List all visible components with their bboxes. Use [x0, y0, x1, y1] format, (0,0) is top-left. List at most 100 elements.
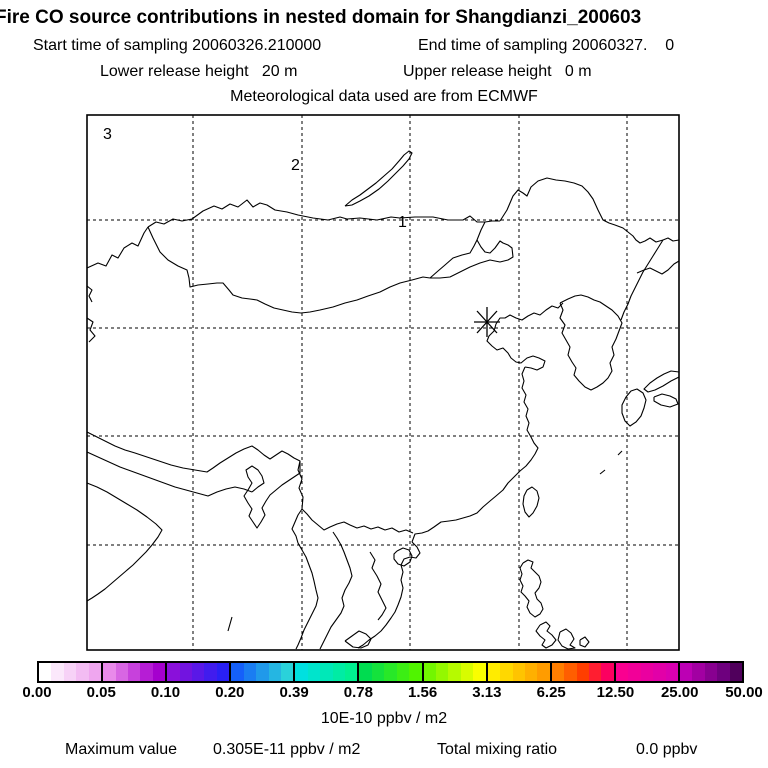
- colorbar-segment-1: [101, 663, 166, 681]
- colorbar-cell: [268, 663, 281, 681]
- coastline-primorye: [620, 239, 664, 321]
- maximum-value-label: Maximum value: [65, 741, 178, 758]
- colorbar-segment-10: [677, 663, 743, 681]
- border-himalaya-south: [86, 451, 253, 497]
- nested-domain-label-3: 3: [103, 126, 112, 143]
- coastline-korea: [559, 294, 623, 391]
- colorbar-cell: [500, 663, 513, 681]
- coastline-india-stroke: [227, 616, 233, 632]
- colorbar-tick-12.50: 12.50: [596, 684, 635, 701]
- colorbar-cell: [204, 663, 217, 681]
- colorbar-cell: [729, 663, 743, 681]
- lake-baikal: [344, 150, 413, 207]
- colorbar-cell: [692, 663, 705, 681]
- colorbar-tick-3.13: 3.13: [472, 684, 502, 701]
- coastline-myanmar: [291, 508, 319, 650]
- colorbar-cell: [435, 663, 449, 681]
- island-ryukyu-a: [599, 469, 606, 475]
- station-marker-asterisk: [474, 307, 500, 337]
- colorbar-cell: [576, 663, 590, 681]
- colorbar-cell: [345, 663, 358, 681]
- end-time-text: End time of sampling 20060327. 0: [418, 37, 675, 54]
- island-luzon: [519, 559, 544, 618]
- colorbar-cell: [653, 663, 666, 681]
- coastline-india: [86, 482, 163, 602]
- colorbar-segment-9: [613, 663, 678, 681]
- colorbar-tick-0.00: 0.00: [22, 684, 52, 701]
- colorbar-tick-1.56: 1.56: [408, 684, 438, 701]
- colorbar-cell: [127, 663, 141, 681]
- colorbar-cell: [63, 663, 77, 681]
- colorbar-cell: [679, 663, 693, 681]
- colorbar-cell: [589, 663, 602, 681]
- colorbar-segment-6: [421, 663, 486, 681]
- colorbar-cell: [551, 663, 565, 681]
- colorbar-cell: [280, 663, 294, 681]
- nested-domain-label-1: 1: [398, 214, 407, 231]
- colorbar-segment-7: [485, 663, 550, 681]
- colorbar-segment-0: [39, 663, 102, 681]
- coastline-vietnam: [357, 541, 421, 649]
- colorbar-cell: [216, 663, 230, 681]
- coastline-mongolia-east: [429, 239, 514, 279]
- coastline-amur-dome: [499, 177, 680, 244]
- colorbar-cell: [448, 663, 461, 681]
- colorbar-segment-3: [229, 663, 294, 681]
- total-mixing-ratio-label: Total mixing ratio: [437, 741, 558, 758]
- coastline-mekong: [344, 630, 372, 649]
- coastline-russia-west: [86, 226, 149, 269]
- island-shikoku: [653, 393, 679, 408]
- colorbar-cell: [396, 663, 410, 681]
- colorbar-cell: [295, 663, 308, 681]
- colorbar-tick-0.39: 0.39: [279, 684, 309, 701]
- island-taiwan: [522, 486, 540, 518]
- island-philippines-a: [535, 621, 557, 649]
- colorbar-cell: [192, 663, 205, 681]
- border-bangladesh: [243, 461, 301, 529]
- island-hainan: [393, 547, 413, 567]
- island-ryukyu-b: [617, 450, 623, 456]
- coastline-mongolia-south: [147, 226, 431, 314]
- colorbar: [37, 661, 744, 683]
- colorbar-cell: [88, 663, 102, 681]
- colorbar-tick-25.00: 25.00: [660, 684, 699, 701]
- colorbar-cell: [103, 663, 116, 681]
- colorbar-cell: [231, 663, 244, 681]
- coastline-china-east: [411, 366, 539, 543]
- colorbar-segment-5: [357, 663, 422, 681]
- upper-release-height-text: Upper release height 0 m: [403, 63, 592, 80]
- colorbar-cell: [665, 663, 678, 681]
- colorbar-cell: [179, 663, 193, 681]
- colorbar-cell: [76, 663, 89, 681]
- colorbar-cell: [512, 663, 525, 681]
- colorbar-cell: [39, 663, 52, 681]
- colorbar-cell: [704, 663, 718, 681]
- colorbar-cell: [460, 663, 474, 681]
- colorbar-cell: [51, 663, 64, 681]
- border-laos: [369, 551, 387, 621]
- colorbar-segment-4: [293, 663, 358, 681]
- nested-domain-label-2: 2: [291, 157, 300, 174]
- maximum-value-number: 0.305E-11 ppbv / m2: [213, 741, 361, 758]
- colorbar-tick-0.20: 0.20: [215, 684, 245, 701]
- colorbar-tick-labels: 0.00 0.05 0.10 0.20 0.39 0.78 1.56 3.13 6.25 12.5…: [0, 684, 768, 702]
- colorbar-cell: [256, 663, 269, 681]
- colorbar-tick-0.10: 0.10: [150, 684, 181, 701]
- colorbar-cell: [140, 663, 153, 681]
- border-left-b: [86, 317, 96, 343]
- coastline-amur-mouth: [636, 260, 680, 275]
- colorbar-cell: [640, 663, 654, 681]
- island-honshu: [643, 370, 680, 393]
- colorbar-cell: [409, 663, 422, 681]
- colorbar-cell: [359, 663, 372, 681]
- lower-release-height-text: Lower release height 20 m: [100, 63, 298, 80]
- colorbar-segment-8: [549, 663, 614, 681]
- colorbar-cell: [320, 663, 333, 681]
- colorbar-cell: [371, 663, 385, 681]
- island-philippines-c: [579, 636, 590, 648]
- colorbar-cell: [384, 663, 397, 681]
- colorbar-cell: [628, 663, 641, 681]
- colorbar-cell: [537, 663, 550, 681]
